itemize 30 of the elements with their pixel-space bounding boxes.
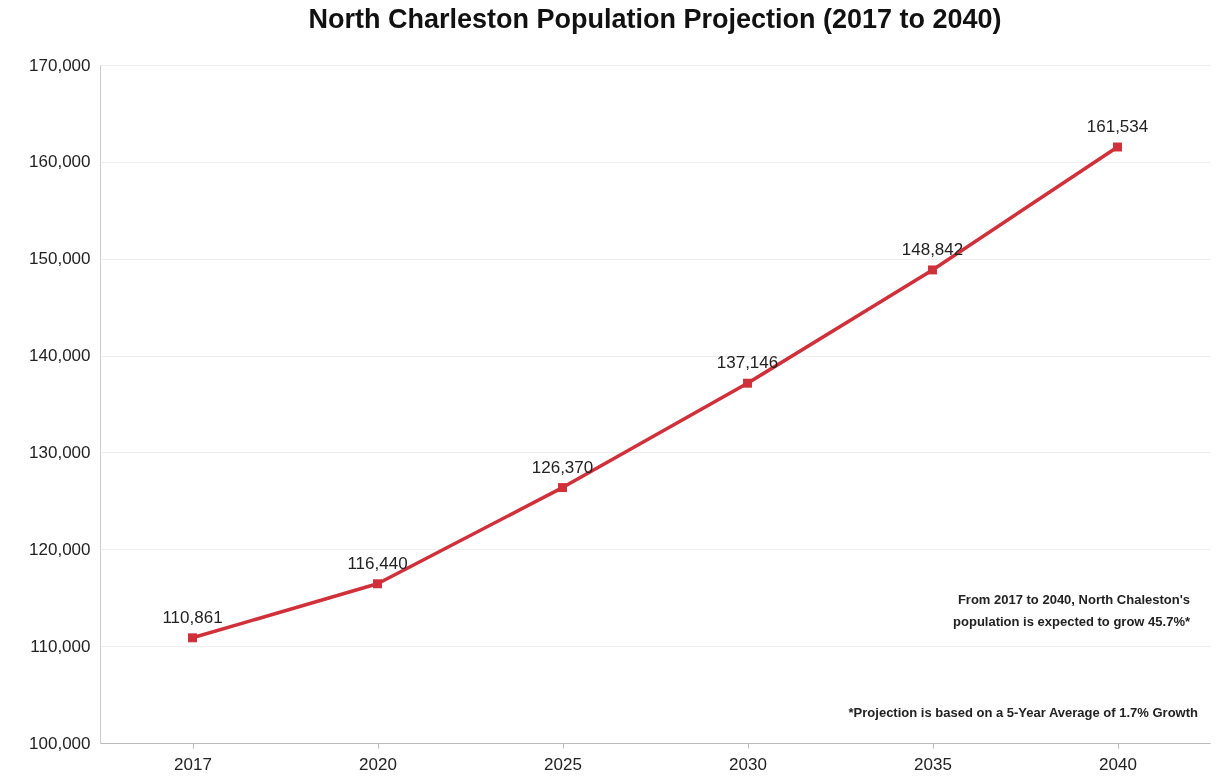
x-tick-label: 2040	[1099, 754, 1137, 774]
x-tick-label: 2017	[174, 754, 212, 774]
y-tick-label: 170,000	[29, 55, 91, 75]
chart-title: North Charleston Population Projection (2017 to 2040)	[308, 4, 1002, 34]
annotation: From 2017 to 2040, North Chaleston's	[957, 592, 1190, 607]
y-tick-label: 150,000	[29, 249, 91, 269]
data-label: 116,440	[347, 553, 408, 573]
x-tick-label: 2030	[729, 754, 767, 774]
y-tick-label: 110,000	[30, 636, 91, 656]
x-tick-label: 2020	[359, 754, 397, 774]
y-tick-label: 140,000	[29, 346, 91, 366]
data-label: 137,146	[716, 353, 779, 373]
point	[558, 483, 567, 493]
x-tick-label: 2025	[544, 754, 582, 774]
y-tick-label: 130,000	[29, 442, 91, 462]
annotation: *Projection is based on a 5-Year Average of 1.7% Growth	[848, 705, 1199, 720]
point	[373, 579, 382, 589]
point	[743, 378, 752, 388]
x-tick-label: 2035	[914, 754, 952, 774]
point	[188, 633, 197, 643]
point	[928, 265, 937, 275]
data-label: 110,861	[162, 607, 223, 627]
annotation: population is expected to grow 45.7%*	[953, 614, 1191, 629]
data-label: 148,842	[901, 239, 964, 259]
data-label: 126,370	[531, 457, 594, 477]
y-tick-label: 100,000	[29, 733, 91, 753]
y-tick-label: 120,000	[29, 539, 91, 559]
data-label: 161,534	[1086, 117, 1149, 136]
y-tick-label: 160,000	[29, 152, 91, 172]
point	[1113, 142, 1122, 152]
